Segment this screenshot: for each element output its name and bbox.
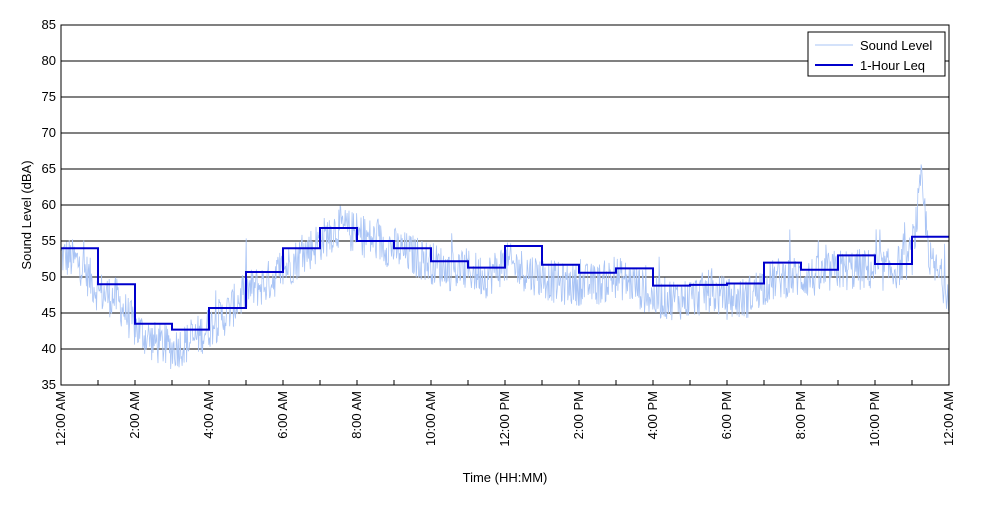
x-tick-label: 2:00 AM xyxy=(127,391,142,439)
x-tick-label: 6:00 AM xyxy=(275,391,290,439)
legend-label-sound-level: Sound Level xyxy=(860,38,932,53)
plot-series xyxy=(60,164,950,370)
x-tick-label: 2:00 PM xyxy=(571,391,586,439)
y-tick-label: 35 xyxy=(42,377,56,392)
series-sound-level xyxy=(60,164,950,370)
legend-label-1-hour-leq: 1-Hour Leq xyxy=(860,58,925,73)
x-tick-label: 4:00 AM xyxy=(201,391,216,439)
x-tick-label: 12:00 PM xyxy=(497,391,512,447)
x-tick-label: 12:00 AM xyxy=(941,391,956,446)
x-tick-label: 10:00 PM xyxy=(867,391,882,447)
legend: Sound Level 1-Hour Leq xyxy=(807,31,946,77)
axes: 35 40 45 50 55 60 65 70 75 80 85 12:00 AM 2:00 AM 4:0… xyxy=(42,17,956,447)
y-tick-label: 80 xyxy=(42,53,56,68)
x-tick-label: 10:00 AM xyxy=(423,391,438,446)
y-tick-label: 60 xyxy=(42,197,56,212)
x-tick-label: 8:00 PM xyxy=(793,391,808,439)
y-tick-label: 45 xyxy=(42,305,56,320)
y-tick-label: 55 xyxy=(42,233,56,248)
legend-box xyxy=(807,31,946,77)
series-1-hour-leq xyxy=(61,227,949,331)
x-tick-label: 8:00 AM xyxy=(349,391,364,439)
y-tick-label: 40 xyxy=(42,341,56,356)
y-tick-label: 65 xyxy=(42,161,56,176)
x-axis-label: Time (HH:MM) xyxy=(463,470,548,485)
y-tick-label: 50 xyxy=(42,269,56,284)
y-tick-label: 75 xyxy=(42,89,56,104)
grid-lines xyxy=(61,60,949,350)
y-tick-label: 85 xyxy=(42,17,56,32)
x-tick-label: 6:00 PM xyxy=(719,391,734,439)
y-axis-label: Sound Level (dBA) xyxy=(19,160,34,269)
y-tick-label: 70 xyxy=(42,125,56,140)
x-tick-label: 12:00 AM xyxy=(53,391,68,446)
plot-frame xyxy=(60,24,950,386)
x-tick-label: 4:00 PM xyxy=(645,391,660,439)
